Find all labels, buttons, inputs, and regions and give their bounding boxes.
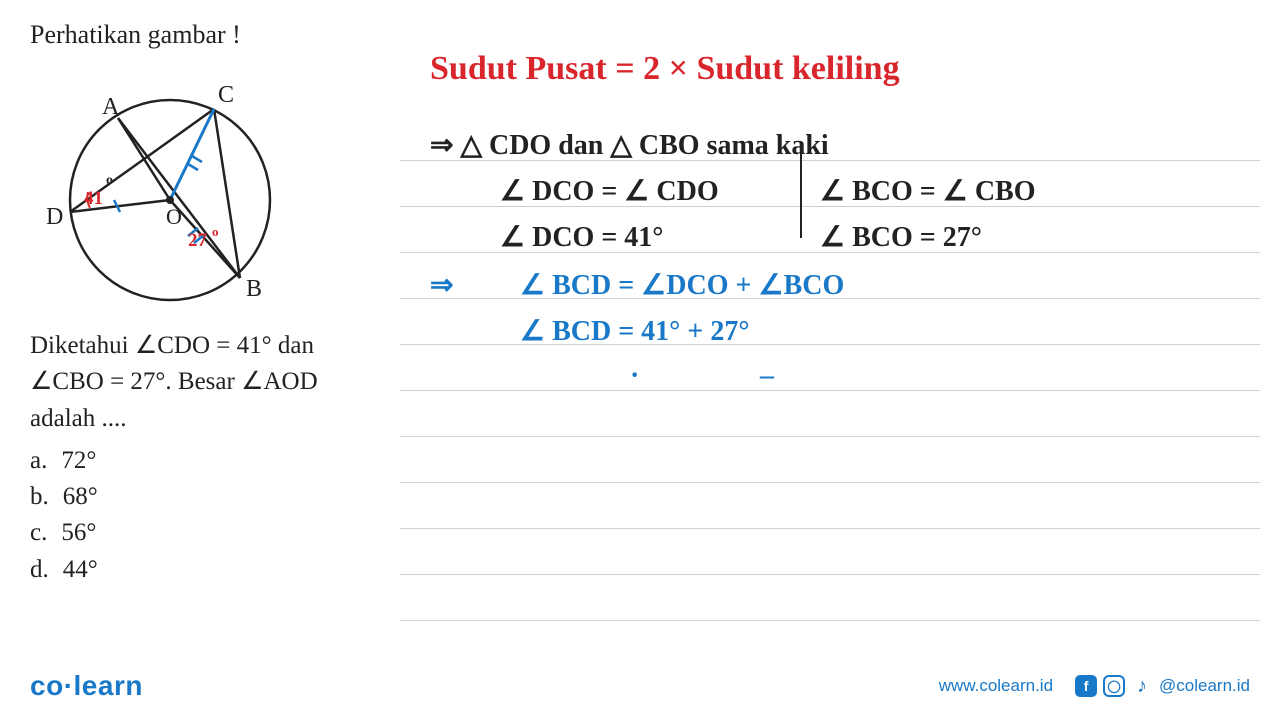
work-line-2b: ∠ BCO = ∠ CBO	[820, 174, 1036, 208]
svg-text:O: O	[166, 204, 182, 229]
footer-url: www.colearn.id	[939, 676, 1053, 696]
tiktok-icon: ♪	[1131, 675, 1153, 697]
work-line-1: ⇒ △ CDO dan △ CBO sama kaki	[430, 128, 829, 162]
circle-diagram: A B C D O 41 o 27 o	[40, 60, 300, 320]
svg-text:o: o	[106, 173, 113, 188]
vertical-separator	[800, 148, 802, 238]
option-c: c.56°	[30, 515, 370, 551]
work-line-2a: ∠ DCO = ∠ CDO	[500, 174, 719, 208]
option-b: b.68°	[30, 479, 370, 515]
red-rule-text: Sudut Pusat = 2 × Sudut keliling	[430, 50, 900, 88]
question-text: Diketahui ∠CDO = 41° dan ∠CBO = 27°. Bes…	[30, 328, 370, 437]
svg-text:27: 27	[188, 230, 208, 251]
facebook-icon: f	[1075, 675, 1097, 697]
question-title: Perhatikan gambar !	[30, 20, 370, 50]
instagram-icon: ◯	[1103, 675, 1125, 697]
footer-right: www.colearn.id f ◯ ♪ @colearn.id	[939, 675, 1250, 697]
work-line-3b: ∠ BCO = 27°	[820, 220, 982, 254]
option-a: a.72°	[30, 443, 370, 479]
work-line-3a: ∠ DCO = 41°	[500, 220, 663, 254]
question-line-2: ∠CBO = 27°. Besar ∠AOD	[30, 364, 370, 400]
footer-handle: @colearn.id	[1159, 676, 1250, 696]
dot-mark: ·	[630, 360, 639, 392]
work-line-5: ∠ BCD = 41° + 27°	[520, 314, 750, 348]
work-line-4: ∠ BCD = ∠DCO + ∠BCO	[520, 268, 844, 302]
brand-logo: co·learn	[30, 670, 143, 702]
svg-text:A: A	[102, 94, 120, 120]
svg-text:D: D	[46, 204, 63, 230]
svg-text:o: o	[212, 224, 219, 239]
footer: co·learn www.colearn.id f ◯ ♪ @colearn.i…	[30, 670, 1250, 702]
social-icons: f ◯ ♪ @colearn.id	[1075, 675, 1250, 697]
blue-arrow: ⇒	[430, 268, 453, 302]
left-column: Perhatikan gambar ! A	[30, 20, 370, 588]
svg-text:B: B	[246, 276, 262, 302]
answer-options: a.72° b.68° c.56° d.44°	[30, 443, 370, 588]
question-line-1: Diketahui ∠CDO = 41° dan	[30, 328, 370, 364]
option-d: d.44°	[30, 552, 370, 588]
svg-text:C: C	[218, 82, 234, 108]
question-line-3: adalah ....	[30, 401, 370, 437]
svg-text:41: 41	[84, 188, 103, 209]
dash-mark: –	[760, 360, 774, 392]
